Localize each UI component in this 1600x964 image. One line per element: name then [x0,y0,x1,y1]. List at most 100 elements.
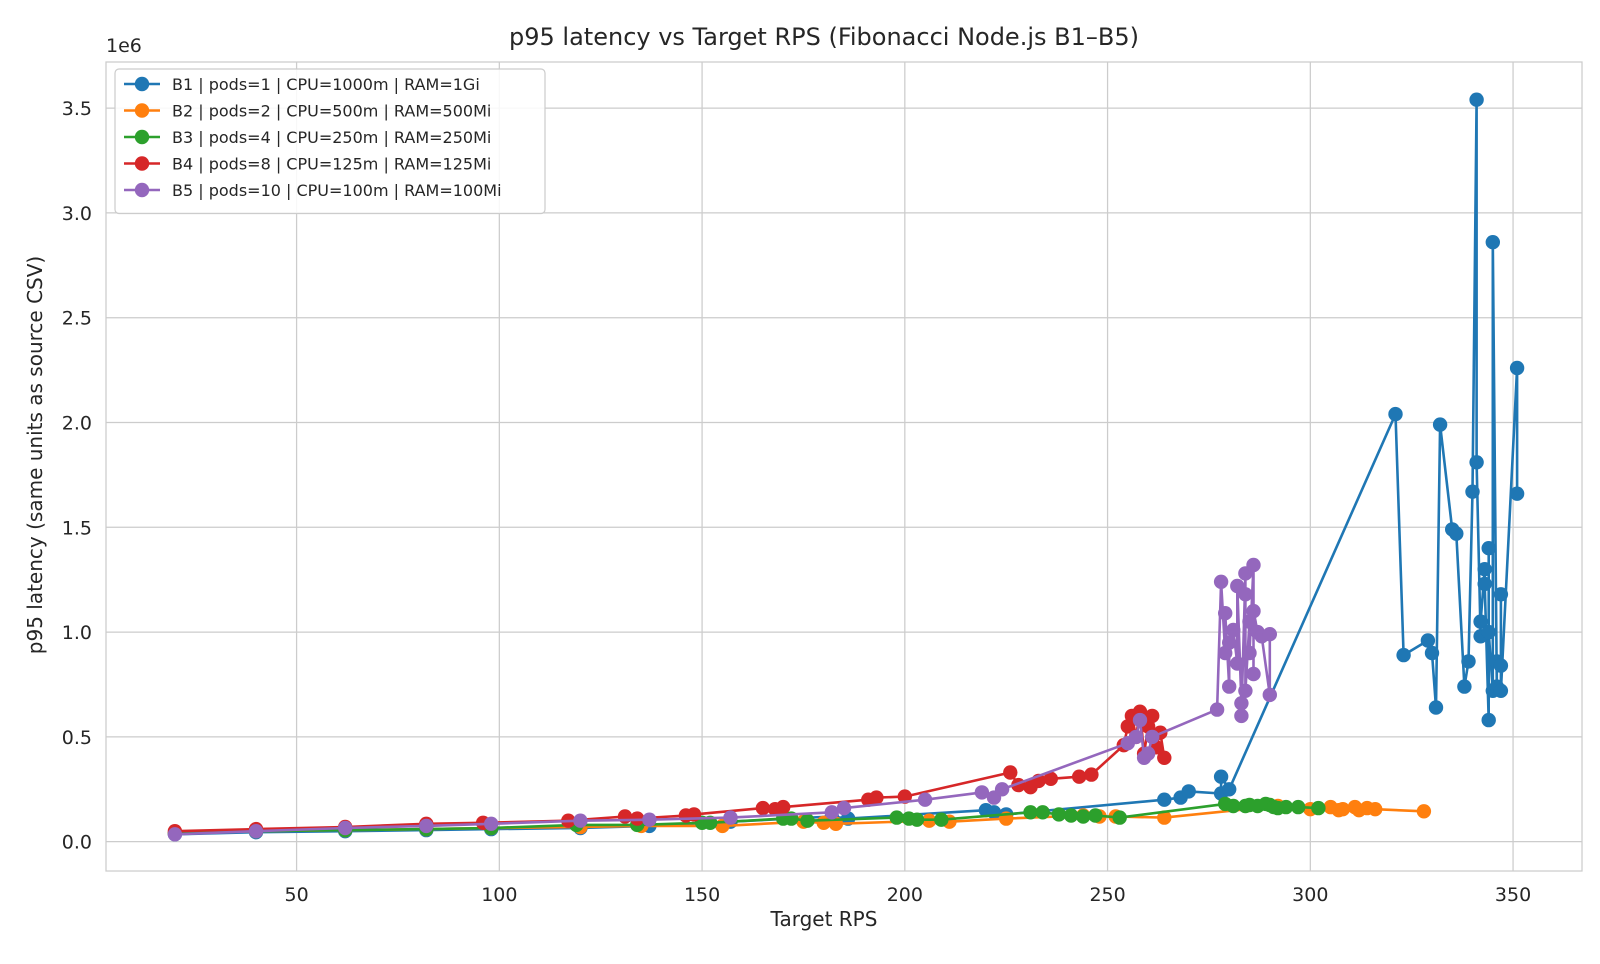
legend-item: B3 | pods=4 | CPU=250m | RAM=250Mi [124,128,491,147]
y-axis-offset-label: 1e6 [106,35,142,57]
data-point [1335,802,1351,817]
data-point [1262,687,1278,703]
data-point [869,790,884,805]
data-point [1481,541,1496,556]
legend: B1 | pods=1 | CPU=1000m | RAM=1Gi B2 | po… [114,68,546,215]
tick-labels: 50 100 150 200 250 300 350 0.0 0.5 1.0 1.5 2.0 2.5 3.… [62,98,1531,906]
legend-label: B2 | pods=2 | CPU=500m | RAM=500Mi [172,102,491,121]
data-point [1509,360,1525,376]
data-point [776,799,791,815]
data-point [1481,624,1496,640]
data-point [1509,486,1525,501]
x-axis-label: Target RPS [770,907,878,931]
x-tick-label: 100 [481,884,517,906]
data-point [1477,576,1492,592]
data-point [1246,603,1261,619]
data-point [1388,406,1403,422]
x-tick-label: 200 [887,884,923,906]
data-point [1226,798,1241,814]
data-point [1157,792,1172,807]
data-point [1084,767,1099,782]
y-tick-label: 0.0 [62,832,92,854]
data-point [1485,235,1501,250]
data-point [1246,557,1261,573]
data-point [167,827,183,842]
data-point [824,805,839,820]
data-point [484,816,499,831]
data-point [1222,635,1237,650]
legend-box [114,68,546,215]
data-point [1209,702,1225,717]
data-point [642,812,657,827]
series-line [174,98,1519,836]
data-point [1432,417,1448,432]
data-point [1420,633,1436,648]
data-point [1461,654,1476,669]
data-point [1213,574,1229,589]
data-point [1469,92,1484,107]
data-point [1234,708,1249,724]
data-point [1051,807,1067,822]
data-point [1023,805,1038,820]
data-point [1278,799,1294,815]
data-point [1112,810,1127,825]
data-point [1477,562,1492,577]
data-point [1262,627,1278,642]
data-point [1213,769,1229,784]
data-point [419,818,434,834]
legend-item: B4 | pods=8 | CPU=125m | RAM=125Mi [124,155,491,174]
data-point [1088,808,1103,823]
data-point [1128,729,1144,745]
x-tick-label: 150 [684,884,720,906]
plot-frame [105,61,1583,872]
data-point [1222,679,1237,694]
data-point [1457,679,1472,694]
data-point [974,785,990,800]
x-tick-label: 300 [1292,884,1328,906]
data-point [1218,606,1233,621]
data-point [1424,645,1440,661]
data-point [1493,658,1509,673]
data-point [1493,587,1509,602]
data-point [1181,784,1196,799]
data-point [994,782,1010,797]
series-layer [167,92,1525,842]
data-point [1246,666,1261,682]
y-tick-label: 3.0 [62,203,92,225]
legend-item: B5 | pods=10 | CPU=100m | RAM=100Mi [124,181,502,200]
data-point [1157,810,1172,825]
data-point [1449,526,1464,541]
data-point [986,805,1002,820]
y-tick-label: 1.5 [62,517,92,539]
data-point [1242,645,1257,661]
legend-marker [134,129,150,145]
data-point [1311,800,1326,816]
data-point [1145,708,1160,724]
legend-marker [134,76,150,92]
data-point [1076,809,1091,824]
grid-lines [106,62,1582,871]
data-point [248,824,264,839]
legend-marker [134,182,150,198]
y-tick-label: 1.0 [62,622,92,644]
legend-label: B3 | pods=4 | CPU=250m | RAM=250Mi [172,128,491,147]
data-point [1072,769,1087,784]
data-point [1043,771,1059,786]
data-point [1003,765,1018,780]
legend-label: B4 | pods=8 | CPU=125m | RAM=125Mi [172,155,491,174]
data-point [1493,683,1509,698]
x-tick-label: 350 [1495,884,1531,906]
data-point [1238,683,1253,698]
data-point [1140,746,1156,761]
series-5 [167,557,1278,842]
legend-marker [134,103,150,118]
data-point [1132,712,1148,728]
data-point [573,813,588,828]
data-point [836,800,852,816]
legend-item: B2 | pods=2 | CPU=500m | RAM=500Mi [124,102,491,121]
chart-title: p95 latency vs Target RPS (Fibonacci Nod… [509,23,1139,51]
data-point [617,809,633,824]
data-point [1465,484,1480,499]
data-point [1238,587,1253,602]
